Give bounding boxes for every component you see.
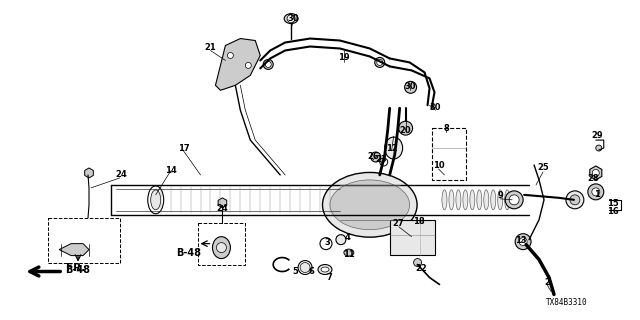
Ellipse shape <box>323 172 417 237</box>
Text: 2: 2 <box>544 278 550 287</box>
Ellipse shape <box>344 249 354 256</box>
Text: 24: 24 <box>115 171 127 180</box>
Circle shape <box>300 262 310 273</box>
Text: FR.: FR. <box>66 262 86 273</box>
Circle shape <box>380 158 388 166</box>
Text: 28: 28 <box>587 174 598 183</box>
Circle shape <box>216 243 227 252</box>
Circle shape <box>509 195 519 205</box>
Circle shape <box>265 61 271 68</box>
Bar <box>390 220 435 255</box>
Ellipse shape <box>284 14 298 24</box>
Text: 30: 30 <box>429 103 441 112</box>
Ellipse shape <box>151 190 161 210</box>
Text: 5: 5 <box>292 267 298 276</box>
Text: 12: 12 <box>386 144 397 153</box>
Text: 17: 17 <box>178 144 189 153</box>
Ellipse shape <box>491 190 496 210</box>
Text: 7: 7 <box>326 273 332 282</box>
Ellipse shape <box>498 190 502 210</box>
Circle shape <box>505 191 523 209</box>
Text: 21: 21 <box>205 43 216 52</box>
Text: 30: 30 <box>287 14 299 23</box>
Circle shape <box>399 121 413 135</box>
Circle shape <box>596 145 602 151</box>
Bar <box>198 223 245 265</box>
Ellipse shape <box>148 186 164 214</box>
Circle shape <box>592 170 599 176</box>
Circle shape <box>336 235 346 244</box>
Text: B-48: B-48 <box>176 248 201 258</box>
Circle shape <box>263 60 273 69</box>
Ellipse shape <box>463 190 468 210</box>
Text: 25: 25 <box>537 164 549 172</box>
Bar <box>431 128 467 180</box>
Ellipse shape <box>484 190 489 210</box>
Circle shape <box>413 259 422 267</box>
Ellipse shape <box>321 267 329 272</box>
Polygon shape <box>216 38 260 90</box>
Text: 24: 24 <box>216 204 228 213</box>
Text: 8: 8 <box>444 124 449 132</box>
Ellipse shape <box>212 237 230 259</box>
Circle shape <box>404 81 417 93</box>
Text: 14: 14 <box>164 166 177 175</box>
Text: 4: 4 <box>345 233 351 242</box>
Text: 15: 15 <box>607 199 619 208</box>
Ellipse shape <box>330 180 410 230</box>
Circle shape <box>245 62 252 68</box>
Ellipse shape <box>449 190 454 210</box>
Circle shape <box>588 184 604 200</box>
Text: 27: 27 <box>393 219 404 228</box>
Ellipse shape <box>470 190 475 210</box>
Text: 13: 13 <box>515 236 527 245</box>
Text: 1: 1 <box>594 190 600 199</box>
Text: 9: 9 <box>497 191 503 200</box>
Ellipse shape <box>477 190 482 210</box>
Text: 26: 26 <box>367 151 379 161</box>
Text: 10: 10 <box>433 162 444 171</box>
Circle shape <box>566 191 584 209</box>
Text: 11: 11 <box>343 250 355 259</box>
Text: 16: 16 <box>607 207 619 216</box>
Text: B-48: B-48 <box>65 265 90 275</box>
Text: 22: 22 <box>416 264 428 273</box>
Text: 3: 3 <box>324 238 330 247</box>
Circle shape <box>592 188 600 196</box>
Text: 30: 30 <box>405 82 417 91</box>
Ellipse shape <box>505 190 509 210</box>
Circle shape <box>375 58 385 68</box>
Circle shape <box>287 15 295 23</box>
Circle shape <box>227 52 234 59</box>
Circle shape <box>371 152 381 162</box>
Ellipse shape <box>318 265 332 275</box>
Text: 19: 19 <box>338 53 349 62</box>
Ellipse shape <box>385 137 403 159</box>
Text: 6: 6 <box>308 267 314 276</box>
Circle shape <box>570 195 580 205</box>
Text: 18: 18 <box>413 217 424 226</box>
Text: TX84B3310: TX84B3310 <box>546 298 588 307</box>
Ellipse shape <box>456 190 461 210</box>
Polygon shape <box>59 244 89 256</box>
Ellipse shape <box>442 190 447 210</box>
Text: 23: 23 <box>375 156 387 164</box>
Text: 20: 20 <box>400 126 412 135</box>
Circle shape <box>515 234 531 250</box>
Circle shape <box>377 60 383 65</box>
Circle shape <box>519 238 527 246</box>
Bar <box>48 218 120 262</box>
Text: 29: 29 <box>591 131 603 140</box>
